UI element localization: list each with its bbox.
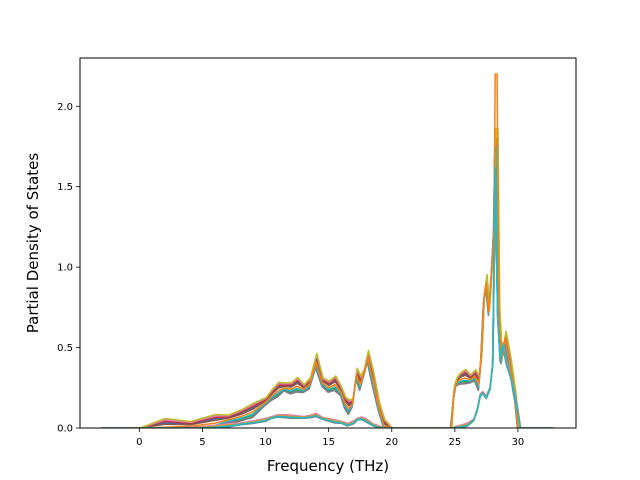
y-axis-label: Partial Density of States	[24, 153, 42, 334]
x-tick-label: 20	[385, 437, 398, 448]
series-line-upper-10	[101, 73, 554, 428]
x-axis-label: Frequency (THz)	[267, 457, 389, 475]
y-tick-label: 0.0	[57, 424, 73, 435]
series-line-lower-10	[101, 166, 554, 428]
plot-frame	[79, 57, 577, 429]
x-tick-label: 15	[322, 437, 335, 448]
x-tick-label: 25	[448, 437, 461, 448]
x-tick-label: 10	[259, 437, 272, 448]
x-tick-label: 5	[199, 437, 205, 448]
x-tick-label: 0	[136, 437, 142, 448]
series-layer	[101, 73, 554, 428]
x-tick-label: 30	[512, 437, 525, 448]
y-tick-label: 2.0	[57, 102, 73, 113]
y-tick-label: 1.5	[57, 182, 73, 193]
y-axis-ticks: 0.0 0.5 1.0 1.5 2.0	[57, 102, 80, 435]
x-axis-ticks: 0 5 10 15 20 25 30	[136, 428, 524, 448]
y-tick-label: 0.5	[57, 343, 73, 354]
y-tick-label: 1.0	[57, 263, 73, 274]
